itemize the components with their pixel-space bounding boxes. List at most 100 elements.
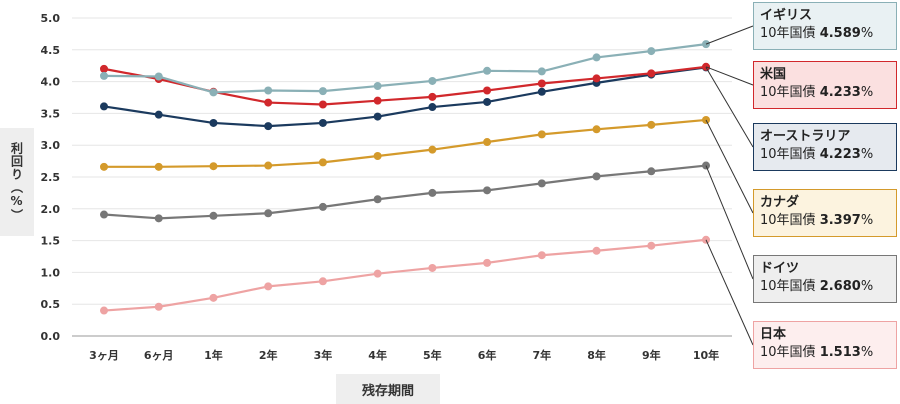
data-point <box>647 167 656 176</box>
data-point <box>537 79 546 88</box>
legend-unit: % <box>860 26 874 41</box>
legend-yield-value: 4.223 <box>819 147 861 162</box>
data-point <box>209 118 218 127</box>
legend-entry: カナダ 10年国債 3.397% <box>753 189 897 237</box>
series-line <box>104 118 707 168</box>
data-point <box>264 209 273 218</box>
x-tick-label: 5年 <box>423 348 442 362</box>
data-point <box>318 118 327 127</box>
data-point <box>647 69 656 78</box>
legend-connector <box>705 67 754 148</box>
legend-connector <box>705 25 754 45</box>
x-tick-label: 6年 <box>478 348 497 362</box>
legend-unit: % <box>860 279 874 294</box>
legend-country-name: ドイツ <box>760 261 800 276</box>
data-point <box>537 130 546 139</box>
data-point <box>318 87 327 96</box>
x-tick-label: 4年 <box>368 348 387 362</box>
legend-country-name: 日本 <box>760 327 787 342</box>
data-point <box>264 282 273 291</box>
data-point <box>100 102 108 111</box>
grid-layer <box>72 17 732 337</box>
legend-yield-value: 4.233 <box>819 85 861 100</box>
legend-yield-value: 4.589 <box>819 26 861 41</box>
data-point <box>154 110 163 119</box>
legend-yield-value: 2.680 <box>819 279 861 294</box>
series-0 <box>100 40 710 97</box>
legend-entry: 米国 10年国債 4.233% <box>753 61 897 109</box>
legend-connector <box>705 239 754 346</box>
data-point <box>483 86 492 95</box>
data-point <box>373 96 382 105</box>
series-5 <box>100 235 710 315</box>
y-tick-label: 4.5 <box>41 44 61 57</box>
x-tick-label: 2年 <box>259 348 278 362</box>
data-point <box>592 125 601 134</box>
legend-bond-label: 10年国債 <box>760 26 816 41</box>
legend-country-name: 米国 <box>760 67 787 82</box>
y-tick-label: 2.5 <box>41 171 61 184</box>
data-point <box>264 98 273 107</box>
legend-unit: % <box>860 213 874 228</box>
data-point <box>647 241 656 250</box>
data-point <box>647 120 656 129</box>
data-point <box>154 162 163 171</box>
y-axis-label-box: 利回り（%） <box>0 128 34 236</box>
legend-connector <box>705 66 754 86</box>
series-line <box>103 65 707 106</box>
data-point <box>428 263 437 272</box>
data-point <box>483 66 492 75</box>
legend-bond-label: 10年国債 <box>760 345 816 360</box>
legend-country-name: オーストラリア <box>760 129 851 144</box>
legend-entry: イギリス 10年国債 4.589% <box>753 2 897 50</box>
legend-bond-label: 10年国債 <box>760 279 816 294</box>
data-point <box>373 152 382 161</box>
y-tick-label: 0.5 <box>41 298 61 311</box>
legend-yield-line: 10年国債 1.513% <box>760 344 890 362</box>
legend-unit: % <box>860 147 874 162</box>
data-point <box>373 82 382 91</box>
series-2 <box>100 63 710 131</box>
x-tick-label: 3ヶ月 <box>89 349 119 362</box>
data-point <box>100 71 108 80</box>
data-point <box>428 76 437 85</box>
data-point <box>428 92 437 101</box>
data-point <box>209 88 218 97</box>
data-point <box>154 214 163 223</box>
data-point <box>428 145 437 154</box>
series-line <box>103 164 707 220</box>
x-tick-label: 9年 <box>642 348 661 362</box>
x-tick-label: 8年 <box>587 348 606 362</box>
series-4 <box>100 161 710 223</box>
data-point <box>592 172 601 181</box>
data-point <box>264 161 273 170</box>
data-point <box>428 103 437 112</box>
legend-connector <box>705 165 754 280</box>
y-tick-label: 3.5 <box>41 107 61 120</box>
y-tick-label: 1.0 <box>41 266 61 279</box>
data-point <box>100 210 108 219</box>
x-tick-label: 6ヶ月 <box>144 349 174 362</box>
data-point <box>537 67 546 76</box>
data-point <box>483 186 492 195</box>
y-tick-label: 5.0 <box>41 12 61 25</box>
legend-unit: % <box>860 345 874 360</box>
data-point <box>592 53 601 62</box>
y-tick-label: 4.0 <box>41 76 61 89</box>
data-point <box>100 162 108 171</box>
x-tick-label: 3年 <box>314 348 333 362</box>
legend-yield-line: 10年国債 2.680% <box>760 278 890 296</box>
x-tick-label: 7年 <box>532 348 551 362</box>
data-point <box>428 188 437 197</box>
data-point <box>100 306 108 315</box>
data-point <box>483 97 492 106</box>
legend-yield-line: 10年国債 3.397% <box>760 212 890 230</box>
legend-country-name: カナダ <box>760 195 800 210</box>
series-3 <box>100 115 710 171</box>
data-point <box>154 302 163 311</box>
data-point <box>483 138 492 147</box>
data-point <box>318 100 327 109</box>
x-tick-label: 1年 <box>204 348 223 362</box>
legend-entry: ドイツ 10年国債 2.680% <box>753 255 897 303</box>
